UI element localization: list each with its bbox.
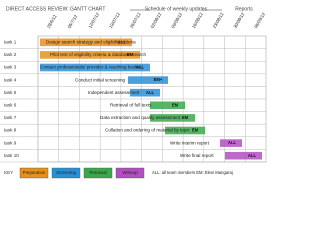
task-id: task 8 [4,128,17,133]
task-description: Design search strategy and eligibility c… [46,40,136,45]
task-id: task 3 [4,65,17,70]
gantt-chart: DIRECT ACCESS REVIEW: GANTT CHART Schedu… [0,6,267,179]
key-note: ALL: all team members EM: Eleni Mangaraj [152,170,233,175]
task-owner: ALL [248,153,257,158]
task-owner: EM [192,128,199,133]
task-description: Conduct initial screening [75,77,125,82]
task-bar [40,38,132,47]
task-bar [130,88,160,97]
task-description: Write interim report [170,140,210,145]
task-bar [150,101,185,110]
key-item: Retrieval [89,170,106,175]
schedule-label: Schedule of weekly updates [145,6,208,12]
key-item: Preparation [23,170,46,175]
task-owner: ALL [136,65,145,70]
task-description: Retrieval of full texts [110,103,152,108]
task-description: Contact professionals/ provider & reachi… [40,65,142,70]
task-owner: EM [182,115,189,120]
key-swatch [51,167,81,179]
task-owner: ALL [146,90,155,95]
task-id: task 9 [4,140,17,145]
task-owner: ALL [118,39,127,44]
key-item: Writeup [122,170,138,175]
task-bar [150,114,195,122]
task-id: task 1 [4,40,17,45]
task-bar [128,76,168,84]
key-swatch [115,167,145,179]
key-label: KEY [4,170,13,175]
task-description: Pilot test of eligibility criteria & dat… [50,52,146,57]
task-owner: EM [172,102,179,107]
task-bar [220,139,242,147]
task-id: task 6 [4,103,17,108]
task-bar [225,151,262,160]
task-description: Data extraction and quality assessment [100,115,181,120]
task-id: task 7 [4,115,17,120]
task-id: task 4 [4,77,17,82]
task-description: Independent assessment [88,90,140,95]
task-id: task 10 [4,153,19,158]
task-bar [40,51,140,59]
task-description: Write final report [180,153,214,158]
key-swatch [19,167,49,179]
task-owner: EM [127,52,134,57]
date-label: 05/7/12 [67,13,79,29]
task-description: Collation and ordering of material by to… [105,128,190,133]
title: DIRECT ACCESS REVIEW: GANTT CHART [6,6,105,12]
reports-label: Reports [235,6,253,12]
key-swatch [83,167,113,179]
task-owner: EM+ [154,77,163,82]
key-item: Screening [56,170,76,175]
date-label: 28/6/12 [46,13,58,29]
task-bar [165,126,205,135]
task-id: task 5 [4,90,17,95]
task-bar [40,63,150,72]
task-owner: ALL [228,140,237,145]
task-id: task 2 [4,52,17,57]
